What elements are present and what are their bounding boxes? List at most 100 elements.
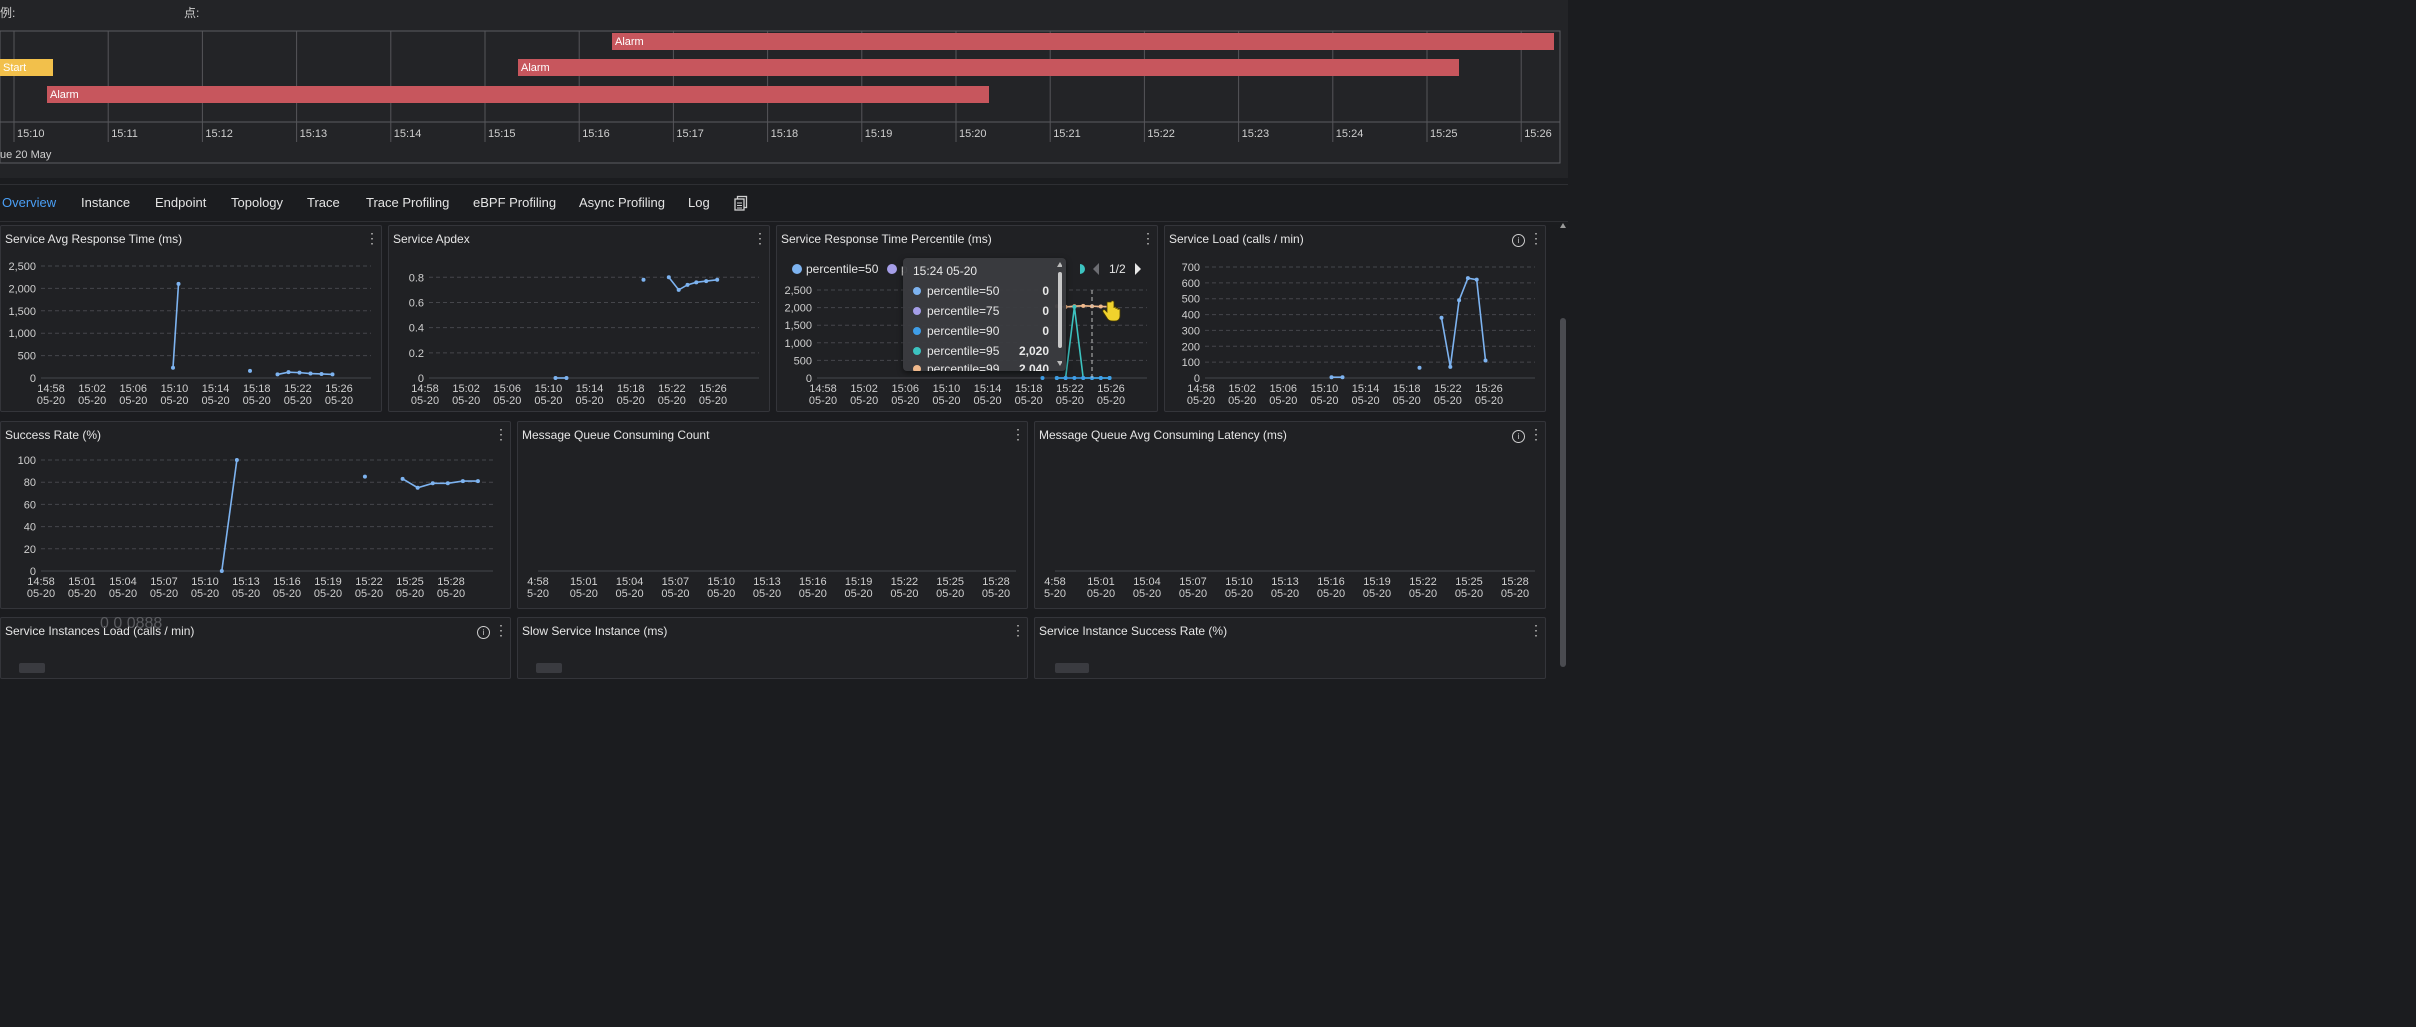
more-vertical-icon[interactable]: ⋮ <box>1011 426 1025 442</box>
avg-response-chart: 05001,0001,5002,0002,50014:5805-2015:020… <box>8 261 371 407</box>
timeline-event-alarm[interactable] <box>518 59 1459 76</box>
data-point[interactable] <box>1098 304 1103 309</box>
y-tick-label: 0 <box>1194 373 1200 385</box>
x-tick-sublabel: 05-20 <box>617 395 645 407</box>
data-point[interactable] <box>319 371 324 376</box>
data-point[interactable] <box>430 481 435 486</box>
x-tick-label: 15:26 <box>1475 383 1503 395</box>
data-point[interactable] <box>1040 376 1045 380</box>
data-point[interactable] <box>704 279 709 284</box>
data-point[interactable] <box>685 282 690 287</box>
data-point[interactable] <box>694 280 699 285</box>
legend-prev-icon[interactable] <box>1091 262 1101 276</box>
x-tick-sublabel: 05-20 <box>1434 395 1462 407</box>
data-point[interactable] <box>1457 298 1462 303</box>
data-point[interactable] <box>1340 375 1345 380</box>
data-point[interactable] <box>666 275 671 280</box>
data-point[interactable] <box>445 481 450 486</box>
data-point[interactable] <box>234 458 239 462</box>
data-point[interactable] <box>286 370 291 375</box>
tab-trace-profiling[interactable]: Trace Profiling <box>366 195 450 210</box>
x-tick-label: 15:10 <box>1225 576 1253 588</box>
data-point[interactable] <box>400 476 405 481</box>
x-tick-label: 15:06 <box>1270 383 1298 395</box>
data-point[interactable] <box>330 372 335 377</box>
data-point[interactable] <box>676 287 681 292</box>
timeline-event-start[interactable] <box>0 59 53 76</box>
tooltip-scrollbar[interactable] <box>1056 260 1062 370</box>
more-vertical-icon[interactable]: ⋮ <box>494 426 508 442</box>
more-vertical-icon[interactable]: ⋮ <box>1529 426 1543 442</box>
data-point[interactable] <box>1483 358 1488 363</box>
data-point[interactable] <box>1081 303 1086 308</box>
x-tick-label: 15:10 <box>535 383 563 395</box>
legend-next-icon[interactable] <box>1133 262 1143 276</box>
data-point[interactable] <box>176 281 181 286</box>
data-point[interactable] <box>1072 304 1077 309</box>
x-tick-sublabel: 05-20 <box>707 588 735 600</box>
data-point[interactable] <box>1098 376 1103 380</box>
scroll-up-icon[interactable] <box>1560 223 1566 228</box>
data-point[interactable] <box>1448 364 1453 369</box>
data-point[interactable] <box>475 479 480 484</box>
tab-async-profiling[interactable]: Async Profiling <box>579 195 665 210</box>
timeline-tick-label: 15:11 <box>111 128 138 140</box>
tab-instance[interactable]: Instance <box>81 195 131 210</box>
data-point[interactable] <box>564 376 569 380</box>
data-point[interactable] <box>1107 376 1112 380</box>
tab-log[interactable]: Log <box>688 195 710 210</box>
x-tick-sublabel: 05-20 <box>119 395 147 407</box>
data-point[interactable] <box>248 368 252 373</box>
data-point[interactable] <box>553 376 558 380</box>
copy-icon[interactable] <box>734 195 748 211</box>
data-point[interactable] <box>715 277 720 282</box>
legend-dot-partial <box>1080 264 1085 274</box>
timeline-event-alarm[interactable] <box>612 33 1554 50</box>
tab-topology[interactable]: Topology <box>231 195 284 210</box>
data-point[interactable] <box>415 485 420 490</box>
legend-item-p50[interactable]: percentile=50 <box>806 262 879 276</box>
data-point[interactable] <box>1439 315 1444 320</box>
info-icon[interactable]: i <box>1512 234 1525 247</box>
data-point[interactable] <box>1063 376 1068 380</box>
data-point[interactable] <box>275 372 280 377</box>
list-placeholder <box>536 663 562 673</box>
x-tick-sublabel: 05-20 <box>845 588 873 600</box>
more-vertical-icon[interactable]: ⋮ <box>1529 622 1543 638</box>
more-vertical-icon[interactable]: ⋮ <box>1141 230 1155 246</box>
x-tick-label: 15:18 <box>1015 383 1043 395</box>
more-vertical-icon[interactable]: ⋮ <box>1011 622 1025 638</box>
x-tick-sublabel: 05-20 <box>284 395 312 407</box>
data-point[interactable] <box>1329 375 1334 380</box>
data-point[interactable] <box>1081 376 1086 380</box>
data-point[interactable] <box>171 365 175 370</box>
more-vertical-icon[interactable]: ⋮ <box>753 230 767 246</box>
more-vertical-icon[interactable]: ⋮ <box>365 230 379 246</box>
tab-trace[interactable]: Trace <box>307 195 340 210</box>
data-point[interactable] <box>219 569 224 573</box>
data-point[interactable] <box>460 479 465 484</box>
data-point[interactable] <box>1474 277 1479 282</box>
panel-service-apdex: Service Apdex ⋮ 0 0.2 0.4 0.6 0.8 14:58 05-20 1… <box>388 225 770 412</box>
data-point[interactable] <box>1054 376 1059 380</box>
x-tick-sublabel: 05-20 <box>1271 588 1299 600</box>
data-point[interactable] <box>1072 376 1077 380</box>
data-point[interactable] <box>1465 276 1470 281</box>
tab-endpoint[interactable]: Endpoint <box>155 195 207 210</box>
data-point[interactable] <box>641 277 646 282</box>
data-point[interactable] <box>362 474 367 479</box>
timeline-event-alarm[interactable] <box>47 86 989 103</box>
info-icon[interactable]: i <box>1512 430 1525 443</box>
tab-ebpf-profiling[interactable]: eBPF Profiling <box>473 195 557 210</box>
x-tick-sublabel: 05-20 <box>850 395 878 407</box>
info-icon[interactable]: i <box>477 626 490 639</box>
data-point[interactable] <box>308 371 313 376</box>
tooltip-series-name: percentile=75 <box>927 304 1000 318</box>
tooltip-dot <box>913 287 921 295</box>
data-point[interactable] <box>1417 365 1422 370</box>
more-vertical-icon[interactable]: ⋮ <box>1529 230 1543 246</box>
tab-overview[interactable]: Overview <box>2 195 57 210</box>
page-scrollbar-thumb[interactable] <box>1560 318 1566 667</box>
data-point[interactable] <box>297 370 302 375</box>
more-vertical-icon[interactable]: ⋮ <box>494 622 508 638</box>
